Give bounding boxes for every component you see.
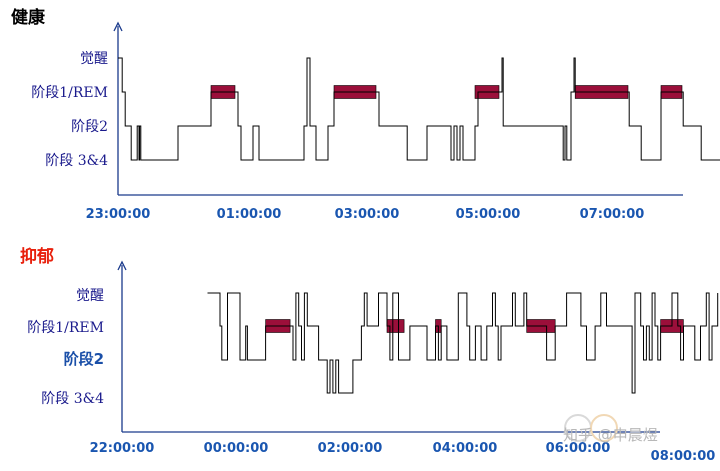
healthy-y-axis: [113, 21, 123, 195]
depressed-x-tick-0: 22:00:00: [90, 441, 155, 456]
healthy-x-tick-4: 07:00:00: [580, 207, 645, 222]
healthy-y-label-rem: 阶段1/REM: [31, 85, 108, 101]
watermark-logo-ring-icon: [590, 414, 618, 442]
healthy-panel: 健康 觉醒 阶段1/REM 阶段2 阶段 3&4 23:00:00 01:00:…: [11, 7, 720, 222]
depressed-x-tick-4: 06:00:00: [546, 441, 611, 456]
depressed-x-tick-2: 02:00:00: [318, 441, 383, 456]
depressed-x-tick-3: 04:00:00: [433, 441, 498, 456]
depressed-y-label-stage34: 阶段 3&4: [41, 391, 104, 407]
depressed-x-tick-1: 00:00:00: [204, 441, 269, 456]
watermark-text: 知乎 @申晨煜: [563, 426, 658, 444]
depressed-x-tick-5: 08:00:00: [651, 449, 716, 464]
depressed-y-axis: [117, 260, 127, 432]
healthy-y-label-stage2: 阶段2: [71, 119, 108, 135]
depressed-hypnogram-line: [207, 292, 719, 394]
healthy-y-label-stage34: 阶段 3&4: [45, 153, 108, 169]
depressed-panel: 抑郁 觉醒 阶段1/REM 阶段2 阶段 3&4 22:00:00 00:00:…: [20, 246, 719, 464]
healthy-x-tick-3: 05:00:00: [456, 207, 521, 222]
healthy-hypnogram-line: [118, 57, 720, 161]
healthy-x-tick-2: 03:00:00: [335, 207, 400, 222]
depressed-y-label-stage2: 阶段2: [64, 350, 104, 368]
healthy-y-label-wake: 觉醒: [80, 51, 108, 67]
depressed-y-label-rem: 阶段1/REM: [27, 320, 104, 336]
healthy-panel-title: 健康: [11, 7, 46, 28]
healthy-x-tick-0: 23:00:00: [86, 207, 151, 222]
watermark: 知乎 @申晨煜: [563, 414, 658, 444]
healthy-rem-bands: [210, 85, 683, 99]
depressed-y-label-wake: 觉醒: [76, 288, 104, 304]
depressed-panel-title: 抑郁: [20, 246, 54, 267]
healthy-x-tick-1: 01:00:00: [217, 207, 282, 222]
